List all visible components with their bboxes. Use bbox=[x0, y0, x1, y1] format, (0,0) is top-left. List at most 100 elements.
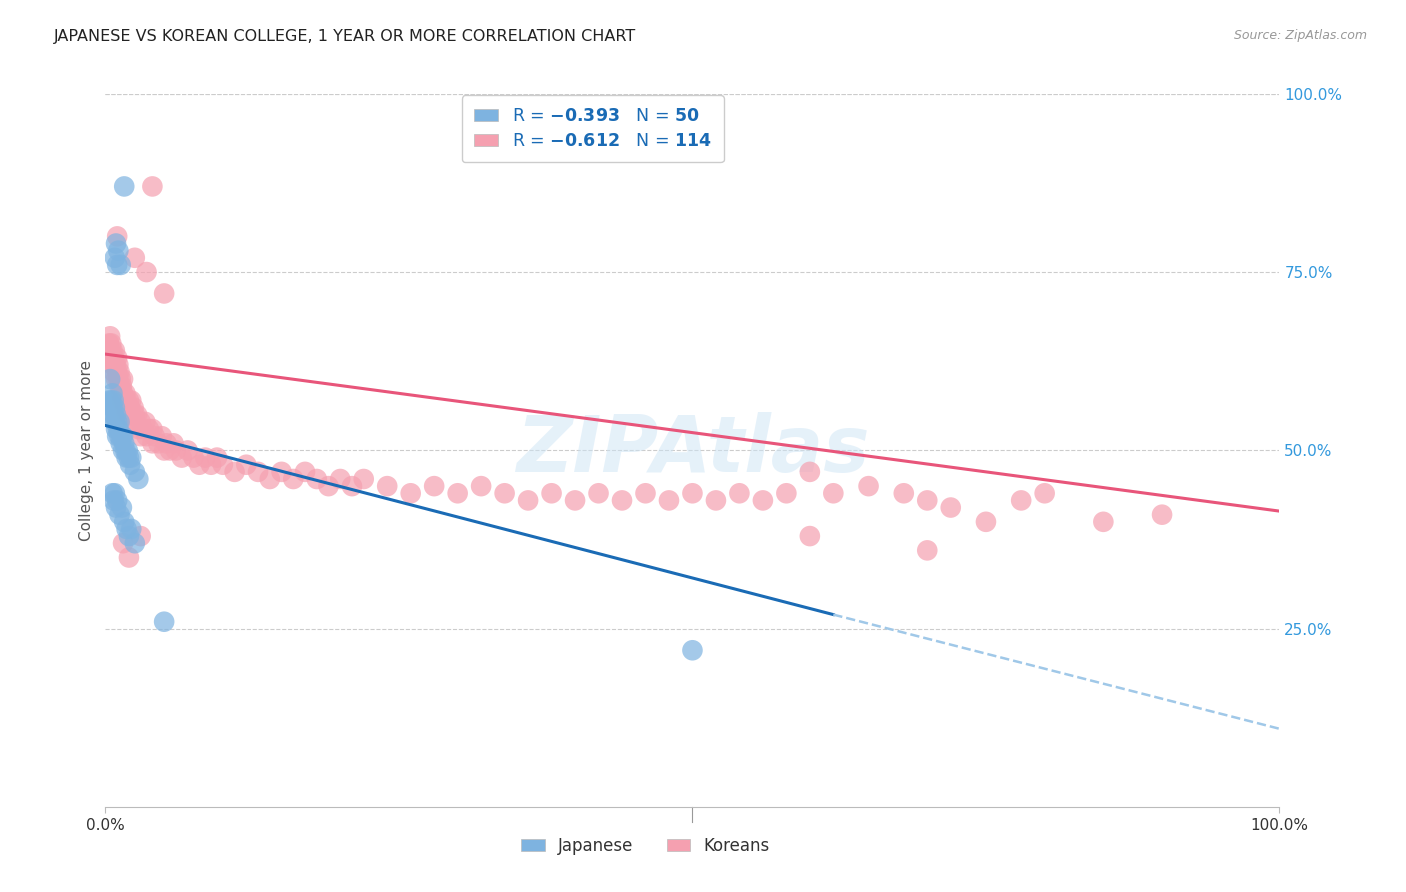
Point bbox=[98, 336, 121, 351]
Point bbox=[176, 443, 198, 458]
Point bbox=[101, 486, 124, 500]
Point bbox=[110, 258, 132, 272]
Point bbox=[104, 401, 127, 415]
Point bbox=[104, 415, 127, 429]
Point bbox=[98, 343, 121, 358]
Point bbox=[183, 450, 205, 465]
Point bbox=[247, 465, 270, 479]
Point bbox=[681, 643, 703, 657]
Point bbox=[118, 408, 141, 422]
Point bbox=[188, 458, 211, 472]
Point bbox=[588, 486, 610, 500]
Point bbox=[114, 386, 136, 401]
Point bbox=[112, 515, 135, 529]
Point bbox=[108, 415, 131, 429]
Point bbox=[104, 486, 127, 500]
Point bbox=[194, 450, 217, 465]
Point bbox=[112, 429, 135, 443]
Point bbox=[375, 479, 398, 493]
Point bbox=[159, 443, 181, 458]
Point bbox=[939, 500, 962, 515]
Point bbox=[127, 422, 149, 436]
Point bbox=[117, 443, 139, 458]
Point bbox=[108, 429, 131, 443]
Point bbox=[98, 393, 121, 408]
Point bbox=[118, 450, 141, 465]
Point bbox=[118, 550, 141, 565]
Point bbox=[141, 422, 163, 436]
Text: JAPANESE VS KOREAN COLLEGE, 1 YEAR OR MORE CORRELATION CHART: JAPANESE VS KOREAN COLLEGE, 1 YEAR OR MO… bbox=[53, 29, 636, 44]
Point bbox=[540, 486, 562, 500]
Point bbox=[105, 358, 128, 372]
Point bbox=[1010, 493, 1032, 508]
Point bbox=[127, 472, 149, 486]
Point bbox=[915, 493, 938, 508]
Point bbox=[858, 479, 880, 493]
Point bbox=[112, 179, 135, 194]
Point bbox=[823, 486, 845, 500]
Point bbox=[107, 358, 129, 372]
Point bbox=[122, 401, 145, 415]
Point bbox=[98, 329, 121, 343]
Point bbox=[110, 372, 132, 386]
Point bbox=[104, 343, 127, 358]
Point bbox=[153, 615, 176, 629]
Point bbox=[115, 393, 138, 408]
Point bbox=[115, 450, 138, 465]
Point bbox=[1033, 486, 1056, 500]
Point bbox=[799, 529, 821, 543]
Point bbox=[110, 436, 132, 450]
Point bbox=[104, 358, 127, 372]
Point bbox=[101, 358, 124, 372]
Point bbox=[105, 365, 128, 379]
Point bbox=[318, 479, 340, 493]
Point bbox=[100, 336, 122, 351]
Point bbox=[111, 500, 134, 515]
Point bbox=[138, 422, 160, 436]
Text: Source: ZipAtlas.com: Source: ZipAtlas.com bbox=[1233, 29, 1367, 42]
Point bbox=[105, 415, 128, 429]
Point bbox=[752, 493, 775, 508]
Point bbox=[704, 493, 727, 508]
Point bbox=[494, 486, 516, 500]
Point bbox=[118, 529, 141, 543]
Point bbox=[329, 472, 352, 486]
Point bbox=[101, 343, 124, 358]
Point bbox=[100, 408, 122, 422]
Point bbox=[148, 436, 170, 450]
Point bbox=[114, 443, 136, 458]
Point bbox=[446, 486, 468, 500]
Point bbox=[120, 450, 142, 465]
Point bbox=[141, 179, 163, 194]
Point bbox=[104, 251, 127, 265]
Point bbox=[799, 465, 821, 479]
Point bbox=[105, 408, 128, 422]
Point bbox=[108, 365, 131, 379]
Point bbox=[105, 229, 128, 244]
Point bbox=[205, 450, 228, 465]
Point bbox=[105, 372, 128, 386]
Point bbox=[681, 486, 703, 500]
Point bbox=[974, 515, 997, 529]
Point bbox=[634, 486, 657, 500]
Point bbox=[101, 401, 124, 415]
Point bbox=[110, 386, 132, 401]
Point bbox=[125, 415, 148, 429]
Point bbox=[112, 386, 135, 401]
Point bbox=[132, 422, 155, 436]
Text: ZIPAtlas: ZIPAtlas bbox=[516, 412, 869, 489]
Point bbox=[305, 472, 328, 486]
Point bbox=[101, 386, 124, 401]
Point bbox=[143, 429, 166, 443]
Point bbox=[294, 465, 316, 479]
Point bbox=[124, 251, 146, 265]
Point bbox=[112, 436, 135, 450]
Point bbox=[103, 351, 125, 365]
Point bbox=[107, 372, 129, 386]
Point bbox=[165, 443, 187, 458]
Point bbox=[120, 458, 142, 472]
Point bbox=[115, 522, 138, 536]
Point bbox=[105, 500, 128, 515]
Point bbox=[115, 408, 138, 422]
Point bbox=[728, 486, 751, 500]
